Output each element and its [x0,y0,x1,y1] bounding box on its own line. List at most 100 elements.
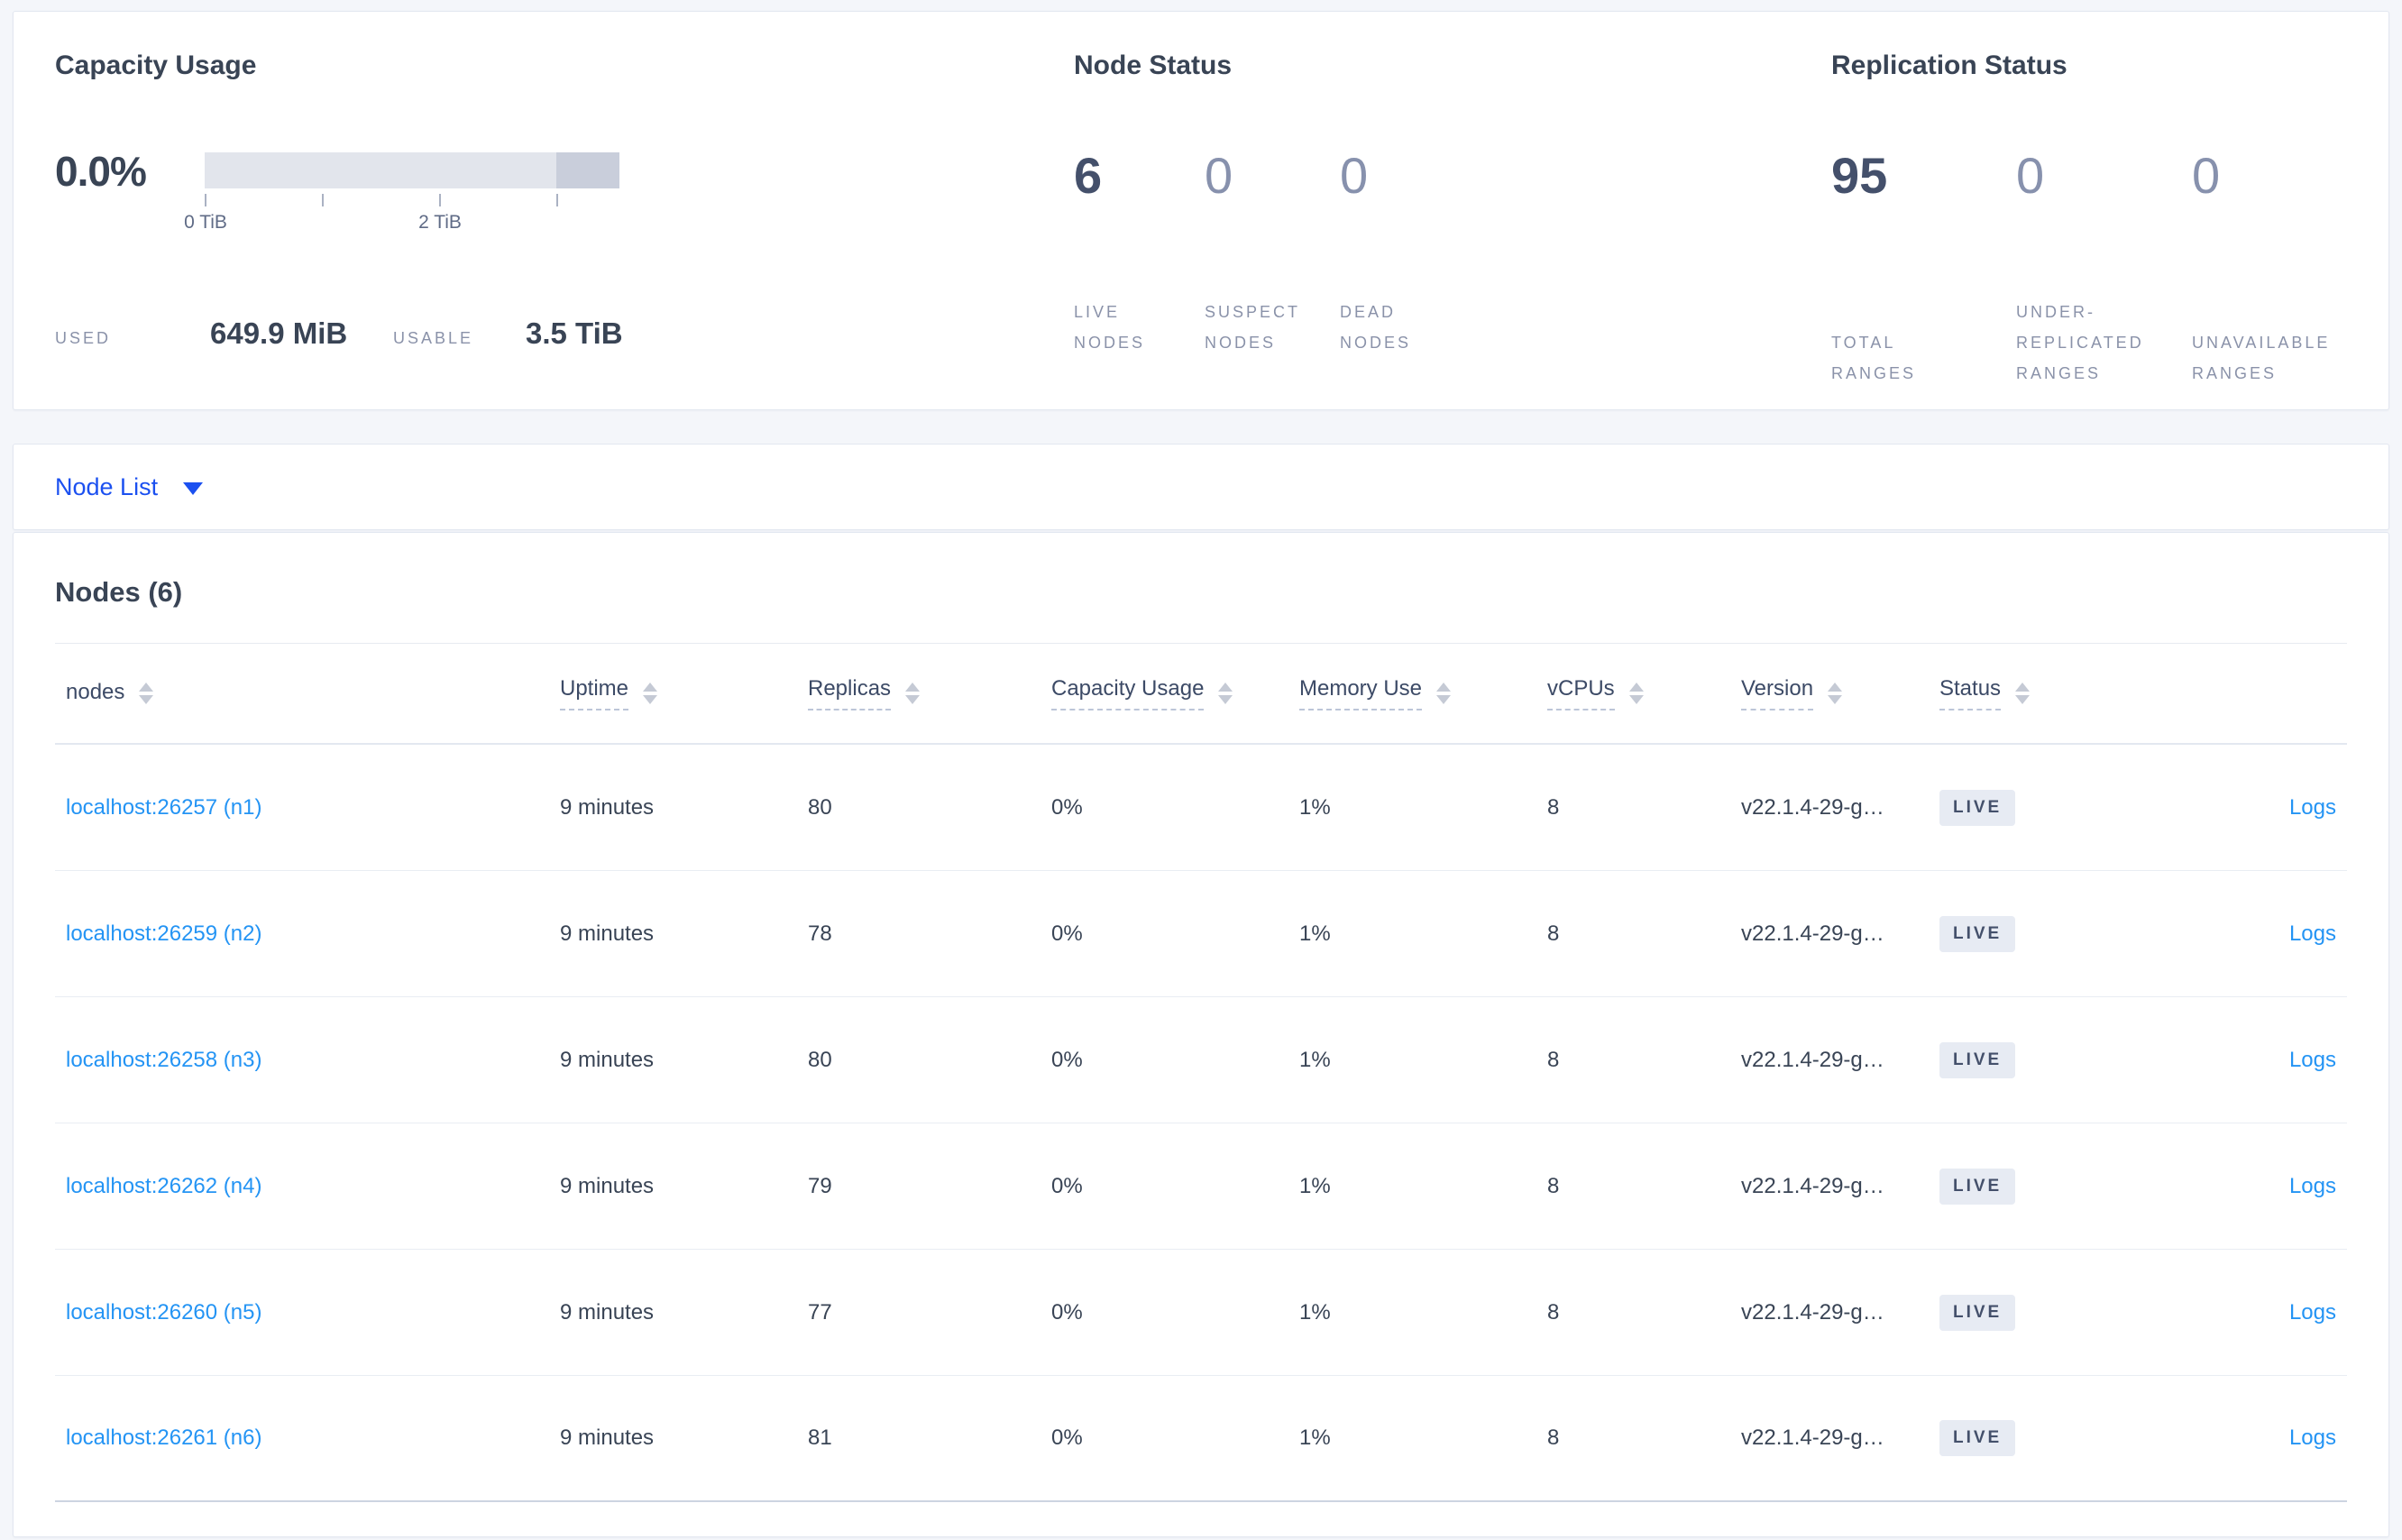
node-link[interactable]: localhost:26257 (n1) [66,794,262,820]
unavailable-ranges-count: 0 [2192,147,2221,204]
usable-label: USABLE [393,329,474,347]
column-header-version[interactable]: Version [1730,676,1929,710]
node-list-dropdown[interactable]: Node List [55,472,204,501]
column-header-vcpus[interactable]: vCPUs [1536,676,1730,710]
capacity-usage-cell: 0% [1051,1047,1083,1072]
table-row: localhost:26258 (n3) 9 minutes 80 0% 1% … [55,997,2347,1123]
uptime-cell: 9 minutes [560,1299,655,1325]
status-badge: LIVE [1939,1041,2016,1078]
dead-nodes-label: DEAD NODES [1340,303,1412,353]
uptime-cell: 9 minutes [560,1425,655,1450]
capacity-bar-chart: 0 TiB 2 TiB [184,152,619,237]
usable-value: 3.5 TiB [526,316,623,350]
vcpus-cell: 8 [1547,794,1560,820]
sort-icon[interactable] [643,683,658,704]
sort-icon[interactable] [905,683,921,704]
status-badge: LIVE [1939,1294,2016,1331]
capacity-usage-title: Capacity Usage [55,50,257,80]
table-row: localhost:26260 (n5) 9 minutes 77 0% 1% … [55,1250,2347,1376]
logs-link[interactable]: Logs [2288,1299,2336,1325]
total-ranges-count: 95 [1831,147,1888,204]
version-cell: v22.1.4-29-g… [1741,921,1884,946]
suspect-nodes-count: 0 [1205,147,1233,204]
table-row: localhost:26259 (n2) 9 minutes 78 0% 1% … [55,871,2347,997]
sort-icon[interactable] [1628,683,1644,704]
node-link[interactable]: localhost:26259 (n2) [66,921,262,946]
axis-tick [556,194,558,206]
status-badge: LIVE [1939,1420,2016,1456]
node-list-dropdown-label: Node List [55,472,159,500]
table-row: localhost:26257 (n1) 9 minutes 80 0% 1% … [55,745,2347,871]
sort-icon[interactable] [2015,683,2031,704]
cluster-summary-card: Capacity Usage 0.0% 0 TiB 2 TiB [13,11,2389,410]
replicas-cell: 77 [808,1299,832,1325]
logs-link[interactable]: Logs [2288,794,2336,820]
uptime-cell: 9 minutes [560,921,655,946]
capacity-usage-cell: 0% [1051,794,1083,820]
replicas-cell: 78 [808,921,832,946]
status-badge: LIVE [1939,915,2016,952]
column-header-replicas[interactable]: Replicas [797,676,1041,710]
divider [55,643,2347,644]
logs-link[interactable]: Logs [2288,1047,2336,1072]
logs-link[interactable]: Logs [2288,1173,2336,1198]
column-header-memory-use[interactable]: Memory Use [1288,676,1536,710]
replicas-cell: 80 [808,1047,832,1072]
table-header-row: nodes Uptime Replicas Capacity Usage Mem… [55,644,2347,745]
uptime-cell: 9 minutes [560,1173,655,1198]
live-nodes-count: 6 [1074,147,1103,204]
node-link[interactable]: localhost:26261 (n6) [66,1425,262,1450]
memory-use-cell: 1% [1299,1425,1331,1450]
total-ranges-label: TOTAL RANGES [1831,334,1917,383]
axis-tick [205,194,206,206]
status-badge: LIVE [1939,1168,2016,1205]
nodes-panel-title: Nodes (6) [55,576,183,608]
memory-use-cell: 1% [1299,921,1331,946]
vcpus-cell: 8 [1547,1299,1560,1325]
sort-icon[interactable] [1828,683,1843,704]
capacity-usage-cell: 0% [1051,1299,1083,1325]
version-cell: v22.1.4-29-g… [1741,1173,1884,1198]
sort-icon[interactable] [1218,683,1233,704]
node-link[interactable]: localhost:26262 (n4) [66,1173,262,1198]
version-cell: v22.1.4-29-g… [1741,1425,1884,1450]
capacity-bar [205,152,619,188]
used-value: 649.9 MiB [210,316,348,350]
node-link[interactable]: localhost:26258 (n3) [66,1047,262,1072]
node-link[interactable]: localhost:26260 (n5) [66,1299,262,1325]
column-header-nodes[interactable]: nodes [55,680,549,707]
column-header-capacity-usage[interactable]: Capacity Usage [1041,676,1288,710]
sort-icon[interactable] [139,683,154,704]
chevron-down-icon [183,482,204,495]
unavailable-ranges-label: UNAVAILABLE RANGES [2192,334,2331,383]
replicas-cell: 79 [808,1173,832,1198]
capacity-axis [205,194,619,208]
capacity-usage-cell: 0% [1051,1173,1083,1198]
logs-link[interactable]: Logs [2288,1425,2336,1450]
memory-use-cell: 1% [1299,794,1331,820]
table-footer-space [55,1502,2347,1536]
vcpus-cell: 8 [1547,1047,1560,1072]
capacity-bar-reserved-segment [556,152,619,188]
replicas-cell: 81 [808,1425,832,1450]
version-cell: v22.1.4-29-g… [1741,1047,1884,1072]
capacity-usage-cell: 0% [1051,1425,1083,1450]
sort-icon[interactable] [1436,683,1452,704]
memory-use-cell: 1% [1299,1299,1331,1325]
version-cell: v22.1.4-29-g… [1741,794,1884,820]
vcpus-cell: 8 [1547,921,1560,946]
column-header-status[interactable]: Status [1929,676,2136,710]
logs-link[interactable]: Logs [2288,921,2336,946]
replicas-cell: 80 [808,794,832,820]
axis-tick-label: 0 TiB [184,212,227,233]
column-header-uptime[interactable]: Uptime [549,676,797,710]
vcpus-cell: 8 [1547,1425,1560,1450]
suspect-nodes-label: SUSPECT NODES [1205,303,1300,353]
capacity-usage-section: Capacity Usage 0.0% 0 TiB 2 TiB [55,50,1074,371]
under-replicated-ranges-count: 0 [2016,147,2045,204]
nodes-panel: Nodes (6) nodes Uptime Replicas Capacity… [13,532,2389,1537]
view-selector-bar: Node List [13,444,2389,530]
table-row: localhost:26261 (n6) 9 minutes 81 0% 1% … [55,1376,2347,1502]
node-status-title: Node Status [1074,50,1233,80]
table-row: localhost:26262 (n4) 9 minutes 79 0% 1% … [55,1123,2347,1250]
